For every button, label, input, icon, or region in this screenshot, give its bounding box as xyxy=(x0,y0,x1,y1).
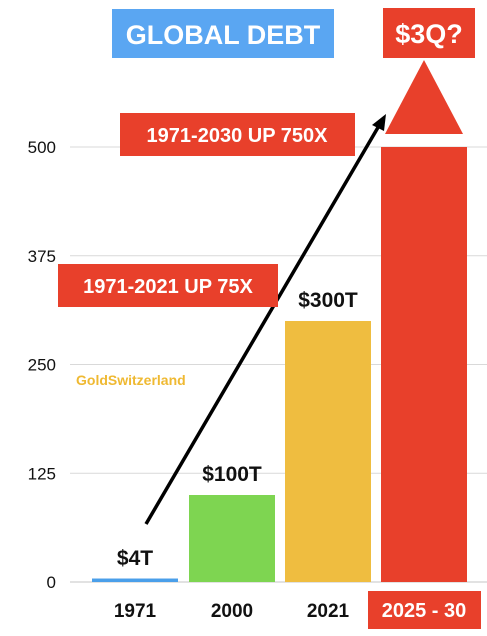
trend-arrow-head xyxy=(372,114,386,131)
bar-arrowhead-2025-30 xyxy=(385,60,463,134)
bar-2025-30 xyxy=(381,147,467,582)
chart-title: GLOBAL DEBT xyxy=(126,20,321,50)
value-label-1: $100T xyxy=(202,463,262,486)
category-label-3: 2025 - 30 xyxy=(382,600,467,622)
bar-1971 xyxy=(92,578,178,582)
bars xyxy=(92,60,467,582)
value-label-box xyxy=(383,8,475,58)
title-box xyxy=(112,9,334,58)
value-label-0: $4T xyxy=(117,547,153,570)
trend-arrow-line xyxy=(144,123,382,525)
bar-2000 xyxy=(189,495,275,582)
bar-2021 xyxy=(285,321,371,582)
category-label-0: 1971 xyxy=(114,601,157,622)
y-axis-ticks: 0 125 250 375 500 xyxy=(28,138,56,592)
y-tick-label-125: 125 xyxy=(28,464,56,483)
watermark-text: GoldSwitzerland xyxy=(76,372,186,388)
y-tick-label-500: 500 xyxy=(28,138,56,157)
category-label-1: 2000 xyxy=(211,601,253,622)
category-label-2: 2021 xyxy=(307,601,350,622)
category-label-box xyxy=(368,591,481,629)
annotation-text-2: 1971-2021 UP 75X xyxy=(83,276,253,298)
category-labels: 1971 2000 2021 2025 - 30 xyxy=(114,591,481,629)
annotation-text-1: 1971-2030 UP 750X xyxy=(147,125,329,147)
value-label-2: $300T xyxy=(298,289,358,312)
y-tick-label-375: 375 xyxy=(28,247,56,266)
annotations: GLOBAL DEBT 1971-2030 UP 750X 1971-2021 UP… xyxy=(58,9,386,525)
y-tick-label-0: 0 xyxy=(47,573,56,592)
y-tick-label-250: 250 xyxy=(28,356,56,375)
annotation-box-2 xyxy=(58,264,278,307)
value-label-3: $3Q? xyxy=(395,19,463,49)
value-labels: $4T $100T $300T $3Q? xyxy=(117,8,475,570)
annotation-box-1 xyxy=(120,113,355,156)
